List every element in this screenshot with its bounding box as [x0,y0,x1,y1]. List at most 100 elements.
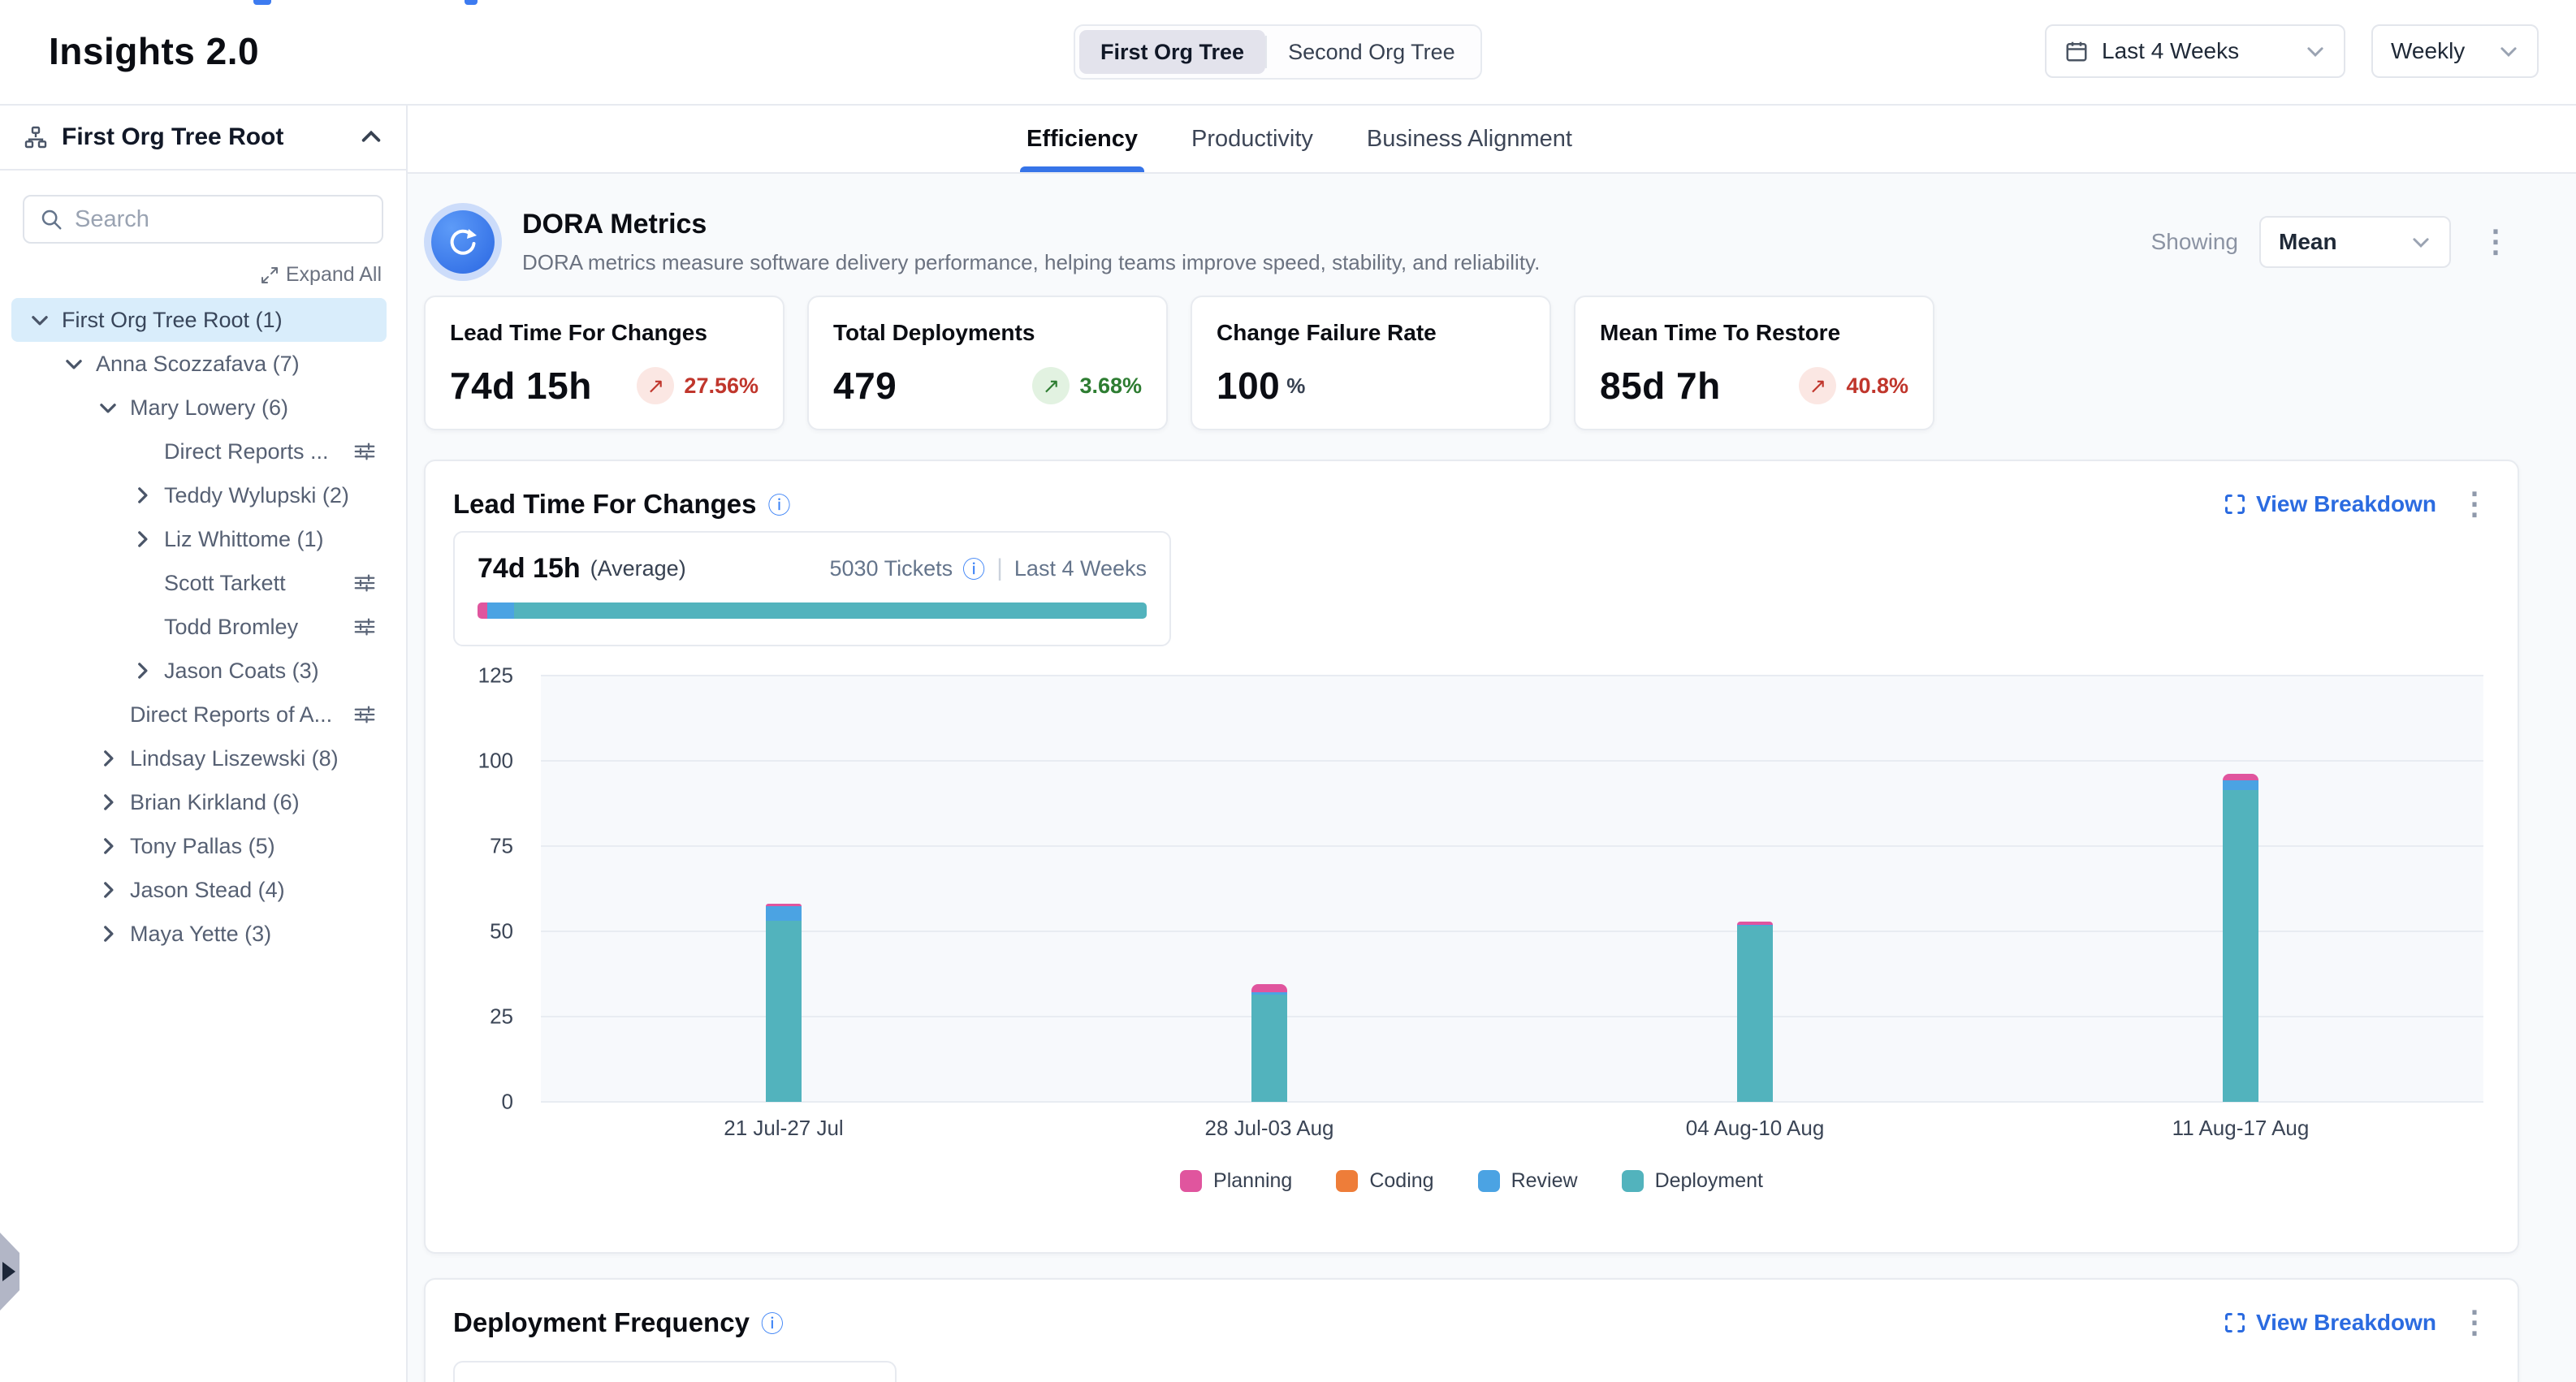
tree-item-scott-tarkett[interactable]: Scott Tarkett [11,561,387,605]
chevron-down-icon[interactable] [28,309,52,330]
metric-delta-badge: ↗ 40.8% [1799,367,1908,404]
legend-swatch [1336,1170,1358,1192]
legend-swatch [1622,1170,1644,1192]
collapse-sidebar-chevron-up-icon[interactable] [359,125,383,149]
browser-artifact [253,0,271,5]
org-toggle-second-org-tree[interactable]: Second Org Tree [1267,30,1476,74]
tree-item-maya-yette-3[interactable]: Maya Yette (3) [11,912,387,956]
filter-sliders-icon[interactable] [352,439,377,464]
chevron-down-icon[interactable] [62,353,86,374]
deployment-view-breakdown-link[interactable]: View Breakdown [2224,1310,2436,1336]
chevron-right-icon[interactable] [96,792,120,813]
chevron-right-icon[interactable] [96,836,120,857]
dora-header: DORA Metrics DORA metrics measure softwa… [424,195,2519,289]
tree-item-liz-whittome-1[interactable]: Liz Whittome (1) [11,517,387,561]
tree-item-direct-reports[interactable]: Direct Reports ... [11,430,387,473]
legend-item-deployment[interactable]: Deployment [1622,1169,1763,1193]
info-icon[interactable]: ⓘ [761,1306,784,1339]
tree-item-label: Direct Reports ... [164,439,329,464]
metric-delta-value: 40.8% [1846,374,1908,399]
tree-item-brian-kirkland-6[interactable]: Brian Kirkland (6) [11,780,387,824]
gridline [541,845,2483,847]
tree-item-jason-stead-4[interactable]: Jason Stead (4) [11,868,387,912]
granularity-select[interactable]: Weekly [2371,24,2539,78]
tree-item-mary-lowery-6[interactable]: Mary Lowery (6) [11,386,387,430]
bar-28-jul-03-aug [1251,984,1287,1102]
page-title: Insights 2.0 [49,29,259,73]
tree-item-label: Mary Lowery (6) [130,395,288,421]
browser-artifact [465,0,478,5]
dora-description: DORA metrics measure software delivery p… [522,250,1540,275]
bar-segment-deployment [2223,790,2258,1102]
org-toggle-first-org-tree[interactable]: First Org Tree [1079,30,1265,74]
gridline [541,1101,2483,1103]
metric-card-lead-time-for-changes: Lead Time For Changes74d 15h↗27.56% [424,296,784,430]
trend-up-arrow-icon: ↗ [1799,367,1836,404]
chevron-down-icon [2305,41,2326,62]
tree-item-label: Jason Coats (3) [164,659,319,684]
deployment-kebab-menu[interactable]: ⋮ [2451,1304,2498,1341]
tree-item-anna-scozzafava-7[interactable]: Anna Scozzafava (7) [11,342,387,386]
legend-item-coding[interactable]: Coding [1336,1169,1433,1193]
org-tree-toggle: First Org TreeSecond Org Tree [1074,24,1482,80]
tab-productivity[interactable]: Productivity [1191,106,1313,172]
legend-item-review[interactable]: Review [1478,1169,1578,1193]
org-chart-icon [23,124,49,150]
tree-item-label: Tony Pallas (5) [130,834,275,859]
tree-item-jason-coats-3[interactable]: Jason Coats (3) [11,649,387,693]
bar-segment-review [2223,780,2258,790]
tree-item-label: First Org Tree Root (1) [62,308,283,333]
chevron-right-icon[interactable] [130,529,154,550]
chevron-right-icon[interactable] [130,485,154,506]
chevron-right-icon[interactable] [130,660,154,681]
chevron-right-icon[interactable] [96,748,120,769]
summary-range: Last 4 Weeks [1014,556,1147,581]
tree-item-lindsay-liszewski-8[interactable]: Lindsay Liszewski (8) [11,736,387,780]
chevron-right-icon[interactable] [96,923,120,944]
bar-04-aug-10-aug [1737,922,1773,1102]
bar-segment-deployment [1737,926,1773,1102]
dora-kebab-menu[interactable]: ⋮ [2472,223,2519,261]
search-input[interactable] [75,206,367,233]
tree-item-label: Anna Scozzafava (7) [96,352,300,377]
divider: | [996,555,1003,582]
legend-label: Coding [1369,1169,1433,1193]
legend-item-planning[interactable]: Planning [1180,1169,1292,1193]
chevron-right-icon[interactable] [96,879,120,900]
expand-all-label: Expand All [286,263,382,287]
lead-time-summary: 74d 15h (Average) 5030 Tickets ⓘ | Last … [453,531,1171,646]
x-axis-label: 04 Aug-10 Aug [1686,1116,1825,1141]
lead-time-kebab-menu[interactable]: ⋮ [2451,486,2498,523]
lead-time-title: Lead Time For Changes [453,489,756,520]
lead-time-chart: 0255075100125 [453,676,2483,1102]
filter-sliders-icon[interactable] [352,702,377,727]
tickets-count: 5030 Tickets [830,556,953,581]
lead-time-view-breakdown-link[interactable]: View Breakdown [2224,491,2436,517]
info-icon[interactable]: ⓘ [767,488,790,520]
phase-distribution-bar [478,602,1147,619]
gridline [541,931,2483,932]
tree-item-direct-reports-of-a[interactable]: Direct Reports of A... [11,693,387,736]
date-range-select[interactable]: Last 4 Weeks [2045,24,2345,78]
metric-value: 85d 7h [1600,364,1721,408]
filter-sliders-icon[interactable] [352,615,377,639]
y-axis-tick: 50 [490,919,513,944]
expand-all-link[interactable]: Expand All [260,263,382,287]
metric-title: Lead Time For Changes [450,320,759,346]
gridline [541,675,2483,676]
granularity-value: Weekly [2391,38,2465,64]
tree-item-teddy-wylupski-2[interactable]: Teddy Wylupski (2) [11,473,387,517]
info-icon[interactable]: ⓘ [962,552,985,585]
tab-business-alignment[interactable]: Business Alignment [1367,106,1572,172]
aggregation-select[interactable]: Mean [2259,216,2451,268]
tree-item-todd-bromley[interactable]: Todd Bromley [11,605,387,649]
metric-value: 100 [1217,364,1280,408]
view-breakdown-label: View Breakdown [2256,491,2436,517]
chevron-down-icon[interactable] [96,397,120,418]
tree-item-tony-pallas-5[interactable]: Tony Pallas (5) [11,824,387,868]
tab-efficiency[interactable]: Efficiency [1027,106,1138,172]
tree-item-first-org-tree-root-1[interactable]: First Org Tree Root (1) [11,298,387,342]
metric-card-change-failure-rate: Change Failure Rate100% [1191,296,1551,430]
filter-sliders-icon[interactable] [352,571,377,595]
dora-cycle-icon [431,210,495,274]
